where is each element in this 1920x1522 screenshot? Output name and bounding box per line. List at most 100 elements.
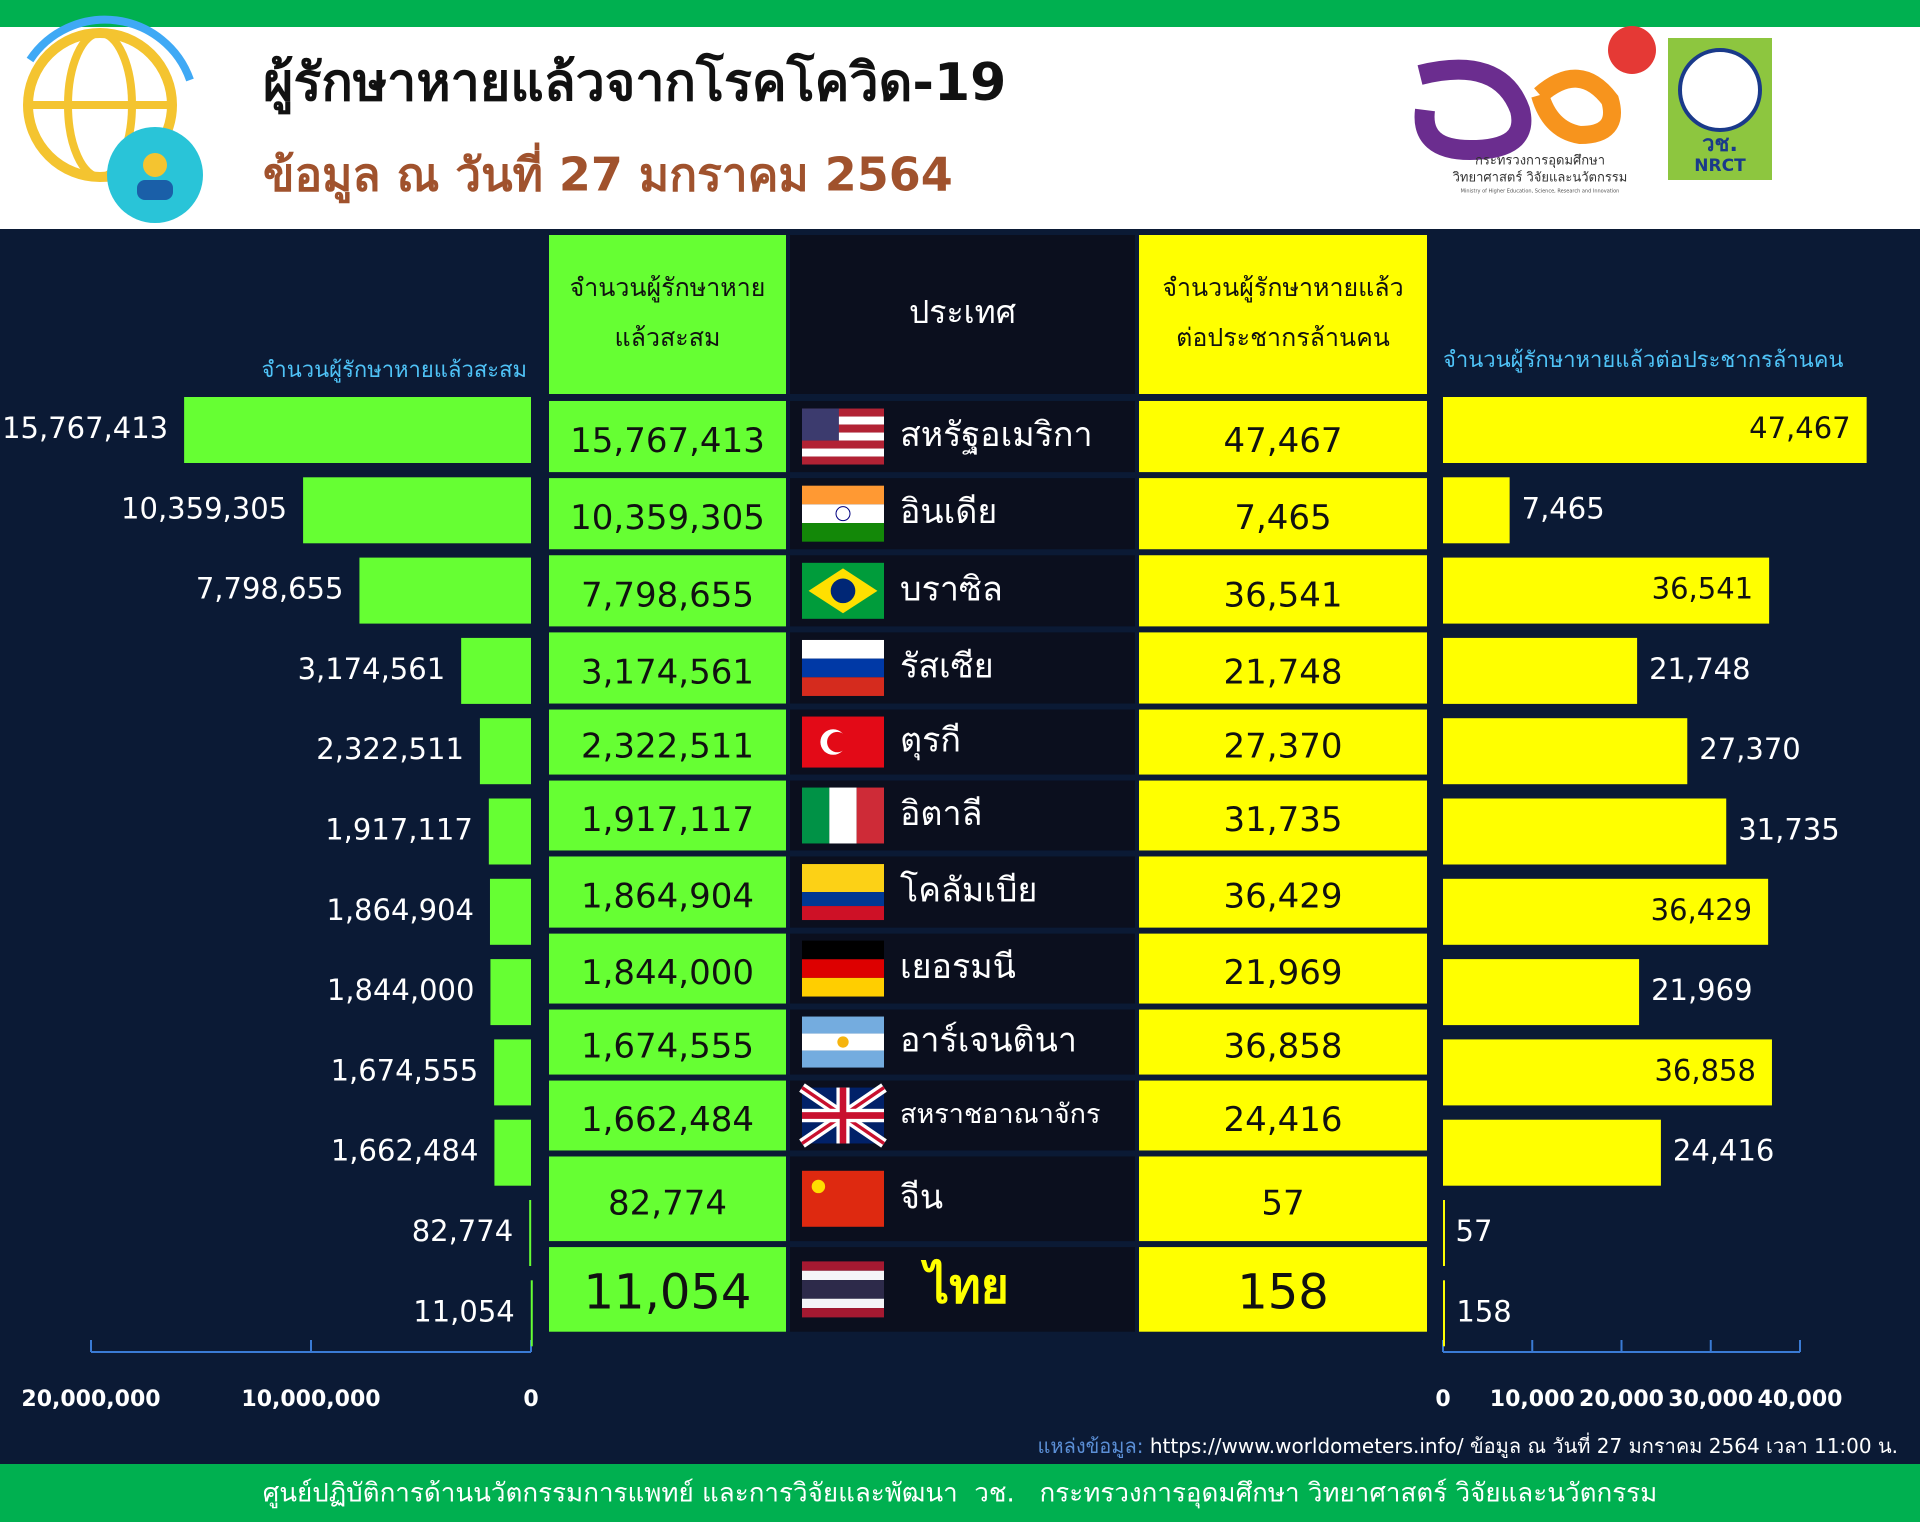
source: แหล่งข้อมูล: https://www.worldometers.in… [1038, 1432, 1899, 1459]
table-header: ต่อประชากรล้านคน [1176, 323, 1390, 352]
flag-part [835, 506, 851, 522]
axis-title: จำนวนผู้รักษาหายแล้วต่อประชากรล้านคน [1443, 348, 1843, 373]
bar [1443, 1200, 1445, 1266]
flag-part [856, 787, 884, 844]
table-value: 36,541 [1224, 575, 1343, 615]
country-name: บราซิล [900, 569, 1003, 609]
bar [1443, 557, 1770, 624]
bar [494, 1119, 531, 1186]
table-cell [1139, 1156, 1427, 1242]
logo-text: NRCT [1694, 156, 1746, 176]
table-cell [1139, 478, 1427, 550]
country-name: อาร์เจนตินา [900, 1021, 1077, 1061]
flag [802, 864, 884, 921]
value-label: 7,465 [1522, 491, 1605, 525]
footer-band [0, 1464, 1920, 1522]
table-header: จำนวนผู้รักษาหาย [570, 273, 766, 303]
table-header: แล้วสะสม [615, 323, 721, 352]
table-value: 1,917,117 [581, 800, 754, 840]
top-stripe [0, 0, 1920, 27]
table-cell [549, 1247, 786, 1332]
table-cell [1139, 780, 1427, 851]
flag-part [837, 1036, 849, 1048]
country-name: สหราชอาณาจักร [900, 1099, 1101, 1130]
table-cell [549, 709, 786, 775]
source-url: https://www.worldometers.info/ [1150, 1434, 1464, 1458]
flag-part [802, 408, 884, 417]
flag-part [802, 448, 884, 457]
country-name: ตุรกี [900, 721, 961, 761]
flag-part [802, 906, 884, 921]
bar [529, 1200, 532, 1266]
table-value: 2,322,511 [581, 727, 754, 767]
x-tick-label: 40,000 [1758, 1387, 1843, 1412]
value-label: 47,467 [1749, 411, 1850, 445]
country-name: อินเดีย [900, 492, 997, 532]
table-cell [549, 856, 786, 928]
table-value: 15,767,413 [570, 421, 765, 461]
source-note: ข้อมูล ณ วันที่ 27 มกราคม 2564 เวลา 11:0… [1470, 1432, 1898, 1459]
x-tick-label: 0 [523, 1387, 538, 1412]
table-header-cell [549, 235, 786, 394]
table-cell [1139, 1080, 1427, 1151]
country-name: ไทย [920, 1257, 1009, 1314]
flag-part [802, 1280, 884, 1299]
bar [359, 557, 531, 624]
flag-part [802, 1170, 884, 1227]
table-cell [549, 1080, 786, 1151]
flag-part [802, 485, 884, 505]
flag-part [802, 424, 884, 433]
value-label: 11,054 [413, 1294, 514, 1328]
table-value: 10,359,305 [570, 498, 765, 538]
logo-text: กระทรวงการอุดมศึกษา [1475, 154, 1605, 169]
table-value: 7,798,655 [581, 575, 754, 615]
table-value: 31,735 [1224, 800, 1343, 840]
flag [802, 1261, 884, 1318]
table-value: 47,467 [1224, 421, 1343, 461]
value-label: 1,917,117 [325, 813, 473, 847]
flag [802, 787, 884, 844]
value-label: 2,322,511 [316, 732, 464, 766]
flag-part [802, 677, 884, 696]
logo-text: วช. [1702, 132, 1738, 157]
table-value: 1,674,555 [581, 1027, 754, 1067]
country-name: รัสเซีย [900, 646, 994, 686]
table-value: 11,054 [584, 1264, 752, 1320]
flag [802, 639, 884, 696]
flag [802, 562, 884, 619]
bar [1443, 798, 1727, 865]
bar [1443, 1119, 1661, 1186]
flag-part [802, 959, 884, 978]
flag-part [802, 432, 884, 441]
country-name: สหรัฐอเมริกา [900, 415, 1093, 455]
flag-part [802, 787, 830, 844]
source-label: แหล่งข้อมูล: [1038, 1434, 1144, 1459]
value-label: 57 [1456, 1214, 1493, 1248]
flag-part [802, 1050, 884, 1068]
bar [1443, 1039, 1772, 1106]
table-cell [1139, 555, 1427, 627]
table-header: ประเทศ [909, 293, 1016, 331]
bar [479, 718, 531, 785]
bar [1443, 397, 1867, 463]
value-label: 27,370 [1699, 732, 1800, 766]
flag-part [802, 456, 884, 465]
flag-part [802, 416, 884, 425]
bar [184, 397, 531, 463]
table-cell [549, 1009, 786, 1075]
bar [1443, 959, 1640, 1026]
title: ผู้รักษาหายแล้วจากโรคโควิด-19 [263, 51, 1006, 115]
logo-text: Ministry of Higher Education, Science, R… [1461, 189, 1620, 195]
flag [802, 940, 884, 997]
flag-part [802, 940, 884, 960]
country-name: โคลัมเบีย [900, 871, 1037, 911]
flag [802, 485, 884, 542]
x-tick-label: 20,000,000 [21, 1387, 160, 1412]
table-cell [549, 933, 786, 1004]
value-label: 3,174,561 [298, 652, 446, 686]
flag [802, 1016, 884, 1068]
x-tick-label: 20,000 [1579, 1387, 1664, 1412]
bar [530, 1280, 533, 1347]
flag-part [802, 523, 884, 542]
